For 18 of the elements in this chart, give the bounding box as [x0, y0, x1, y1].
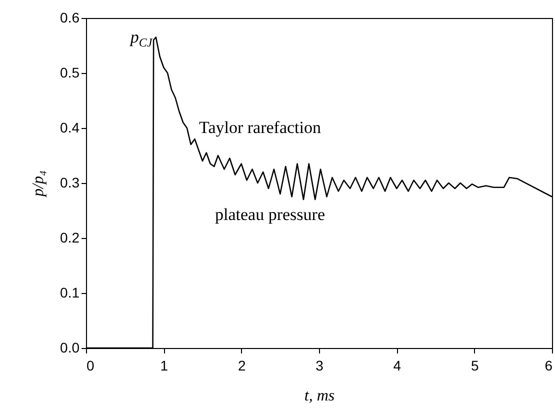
y-tick-label: 0.6 — [60, 10, 80, 26]
y-tick-label: 0.4 — [60, 120, 80, 136]
x-axis-title: t, ms — [304, 388, 335, 404]
y-tick-label: 0.3 — [60, 174, 80, 190]
y-tick-label: 0.1 — [60, 284, 80, 300]
x-tick-label: 0 — [86, 358, 94, 374]
y-tick-label: 0.2 — [60, 230, 80, 246]
annotation: plateau pressure — [215, 205, 325, 224]
x-tick-label: 4 — [393, 358, 402, 374]
y-tick-label: 0.0 — [60, 340, 80, 356]
y-tick-label: 0.5 — [60, 64, 80, 80]
x-tick-label: 2 — [238, 358, 246, 374]
x-tick-label: 6 — [544, 358, 553, 374]
annotation: Taylor rarefaction — [199, 118, 322, 137]
x-tick-label: 3 — [316, 358, 324, 374]
x-tick-label: 1 — [160, 358, 168, 374]
y-axis-title: p/p₄ — [30, 170, 48, 198]
x-tick-label: 5 — [470, 358, 479, 374]
